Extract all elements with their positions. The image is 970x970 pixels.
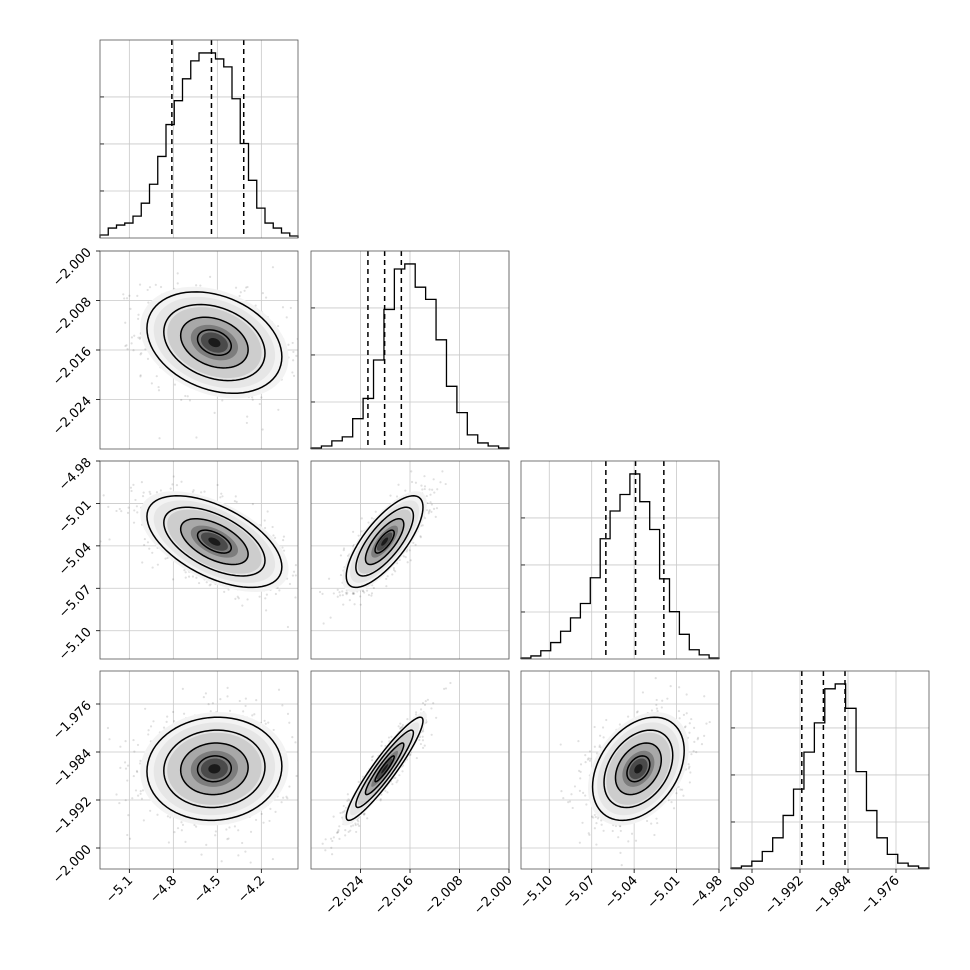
x-tick-label-1: −5.1: [103, 873, 136, 906]
x-tick-label-2: −2.024: [323, 873, 368, 918]
density-band-7: [381, 764, 389, 774]
y-tick-label-4: −2.000: [50, 842, 95, 887]
contour-3: [163, 729, 266, 809]
panel-content: [559, 677, 711, 867]
contour-3: [163, 506, 266, 577]
contour-2: [364, 742, 405, 796]
hist-panel-2: [310, 250, 510, 450]
contour-3: [603, 729, 674, 809]
y-tick-label-4: −1.992: [50, 794, 95, 839]
contour-4: [345, 716, 424, 822]
contour-2: [179, 316, 249, 369]
contour-3: [163, 303, 266, 382]
contour-1: [196, 529, 233, 554]
y-tick-label-3: −5.01: [56, 498, 95, 537]
contour-1: [374, 529, 395, 554]
hist-panel-3: [520, 460, 720, 660]
y-tick-label-4: −1.976: [50, 698, 95, 743]
y-tick-label-2: −2.016: [50, 344, 95, 389]
panel-frame: [99, 460, 299, 660]
scatter-panel-1-2: [99, 250, 299, 450]
hist-4-frame: [730, 670, 930, 870]
y-tick-label-2: −2.024: [50, 394, 95, 439]
contour-4: [591, 716, 685, 822]
panel-frame: [310, 460, 510, 660]
y-tick-label-2: −2.008: [50, 295, 95, 340]
x-tick-label-1: −4.8: [147, 873, 180, 906]
scatter-panel-2-4: [310, 670, 510, 870]
density-band-7: [634, 764, 643, 774]
density-band-7: [208, 338, 221, 348]
hist-2-steps: [310, 263, 510, 449]
contour-2: [614, 742, 663, 796]
panel-frame: [99, 670, 299, 870]
density-band-7: [381, 537, 389, 546]
x-tick-label-1: −4.5: [191, 873, 224, 906]
x-tick-label-3: −5.04: [602, 873, 641, 912]
contour-2: [179, 742, 249, 796]
contour-1: [374, 755, 395, 783]
contour-4: [146, 291, 283, 395]
x-tick-label-3: −5.01: [645, 873, 684, 912]
hist-panel-4: [730, 670, 930, 870]
x-tick-label-3: −5.07: [560, 873, 599, 912]
contour-2: [179, 517, 249, 566]
y-tick-label-2: −2.000: [50, 245, 95, 290]
y-tick-label-3: −5.04: [56, 540, 95, 579]
hist-4-steps: [730, 683, 930, 869]
y-tick-label-3: −5.10: [56, 625, 95, 664]
contour-1: [196, 329, 233, 357]
x-tick-label-4: −1.976: [858, 873, 903, 918]
contour-4: [146, 495, 283, 589]
contour-4: [345, 495, 424, 589]
density-band-7: [208, 764, 221, 774]
scatter-panel-1-4: [99, 670, 299, 870]
density-band-7: [208, 537, 221, 546]
hist-2-frame: [310, 250, 510, 450]
x-tick-label-4: −1.992: [762, 873, 807, 918]
scatter-panel-1-3: [99, 460, 299, 660]
contour-3: [355, 729, 415, 809]
x-tick-label-2: −2.000: [471, 873, 516, 918]
y-tick-label-4: −1.984: [50, 746, 95, 791]
panel-content: [321, 681, 452, 856]
x-tick-label-3: −5.10: [517, 873, 556, 912]
hist-3-frame: [520, 460, 720, 660]
panel-content: [318, 470, 447, 625]
panel-content: [106, 686, 298, 864]
x-tick-label-2: −2.008: [422, 873, 467, 918]
y-tick-label-3: −4.98: [56, 455, 95, 494]
hist-panel-1: [99, 39, 299, 239]
panel-content: [122, 266, 298, 440]
panel-frame: [520, 670, 720, 870]
x-tick-label-2: −2.016: [372, 873, 417, 918]
scatter-panel-3-4: [520, 670, 720, 870]
hist-3-steps: [520, 473, 720, 659]
panel-content: [100, 475, 297, 629]
contour-1: [626, 755, 651, 783]
x-tick-label-4: −1.984: [810, 873, 855, 918]
contour-2: [364, 517, 405, 566]
contour-1: [196, 755, 233, 783]
hist-1-frame: [99, 39, 299, 239]
x-tick-label-1: −4.2: [235, 873, 268, 906]
contour-3: [355, 506, 415, 577]
contour-4: [146, 716, 283, 822]
scatter-panel-2-3: [310, 460, 510, 660]
y-tick-label-3: −5.07: [56, 583, 95, 622]
hist-1-steps: [99, 52, 299, 238]
